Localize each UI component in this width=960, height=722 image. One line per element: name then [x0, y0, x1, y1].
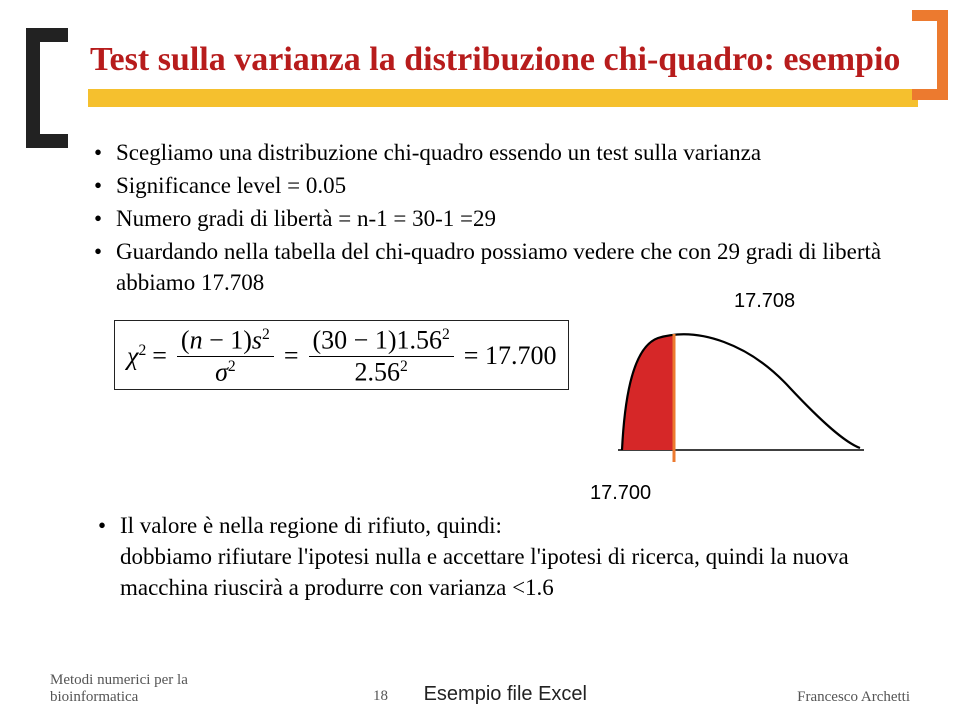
chi-squared-formula: χ2 = (n − 1)s2 σ2 = (30 − 1)1.562 2.562 …	[114, 320, 569, 390]
bullet-item: Significance level = 0.05	[94, 170, 910, 201]
test-statistic-label: 17.700	[590, 482, 651, 505]
critical-value-label: 17.708	[734, 290, 795, 313]
conclusion-bullet: Il valore è nella regione di rifiuto, qu…	[98, 510, 894, 603]
chi-symbol: χ	[127, 342, 138, 371]
conclusion-block: Il valore è nella regione di rifiuto, qu…	[94, 510, 894, 605]
footer-author: Francesco Archetti	[623, 689, 910, 706]
fraction-1: (n − 1)s2 σ2	[177, 327, 274, 385]
footer-left: Metodi numerici per la bioinformatica	[50, 672, 337, 706]
formula-result: = 17.700	[464, 343, 557, 369]
bullet-item: Scegliamo una distribuzione chi-quadro e…	[94, 137, 910, 168]
title-underline	[88, 89, 918, 107]
page-number: 18	[373, 688, 388, 704]
rejection-region-fill	[622, 335, 674, 450]
equals-sign: =	[152, 343, 167, 369]
right-bracket-decor	[912, 10, 948, 100]
bullet-item: Guardando nella tabella del chi-quadro p…	[94, 236, 910, 298]
equals-sign: =	[284, 343, 299, 369]
chart-svg	[610, 320, 870, 470]
chi-squared-distribution-chart: 17.708	[610, 290, 870, 470]
footer: Metodi numerici per la bioinformatica 18…	[50, 672, 910, 706]
slide: Test sulla varianza la distribuzione chi…	[0, 0, 960, 722]
bullet-list: Scegliamo una distribuzione chi-quadro e…	[90, 137, 910, 298]
footer-center: 18 Esempio file Excel	[337, 683, 624, 706]
bullet-item: Numero gradi di libertà = n-1 = 30-1 =29	[94, 203, 910, 234]
excel-link-text: Esempio file Excel	[424, 683, 587, 705]
fraction-2: (30 − 1)1.562 2.562	[309, 327, 454, 385]
page-title: Test sulla varianza la distribuzione chi…	[90, 40, 910, 81]
left-bracket-decor	[26, 28, 68, 148]
